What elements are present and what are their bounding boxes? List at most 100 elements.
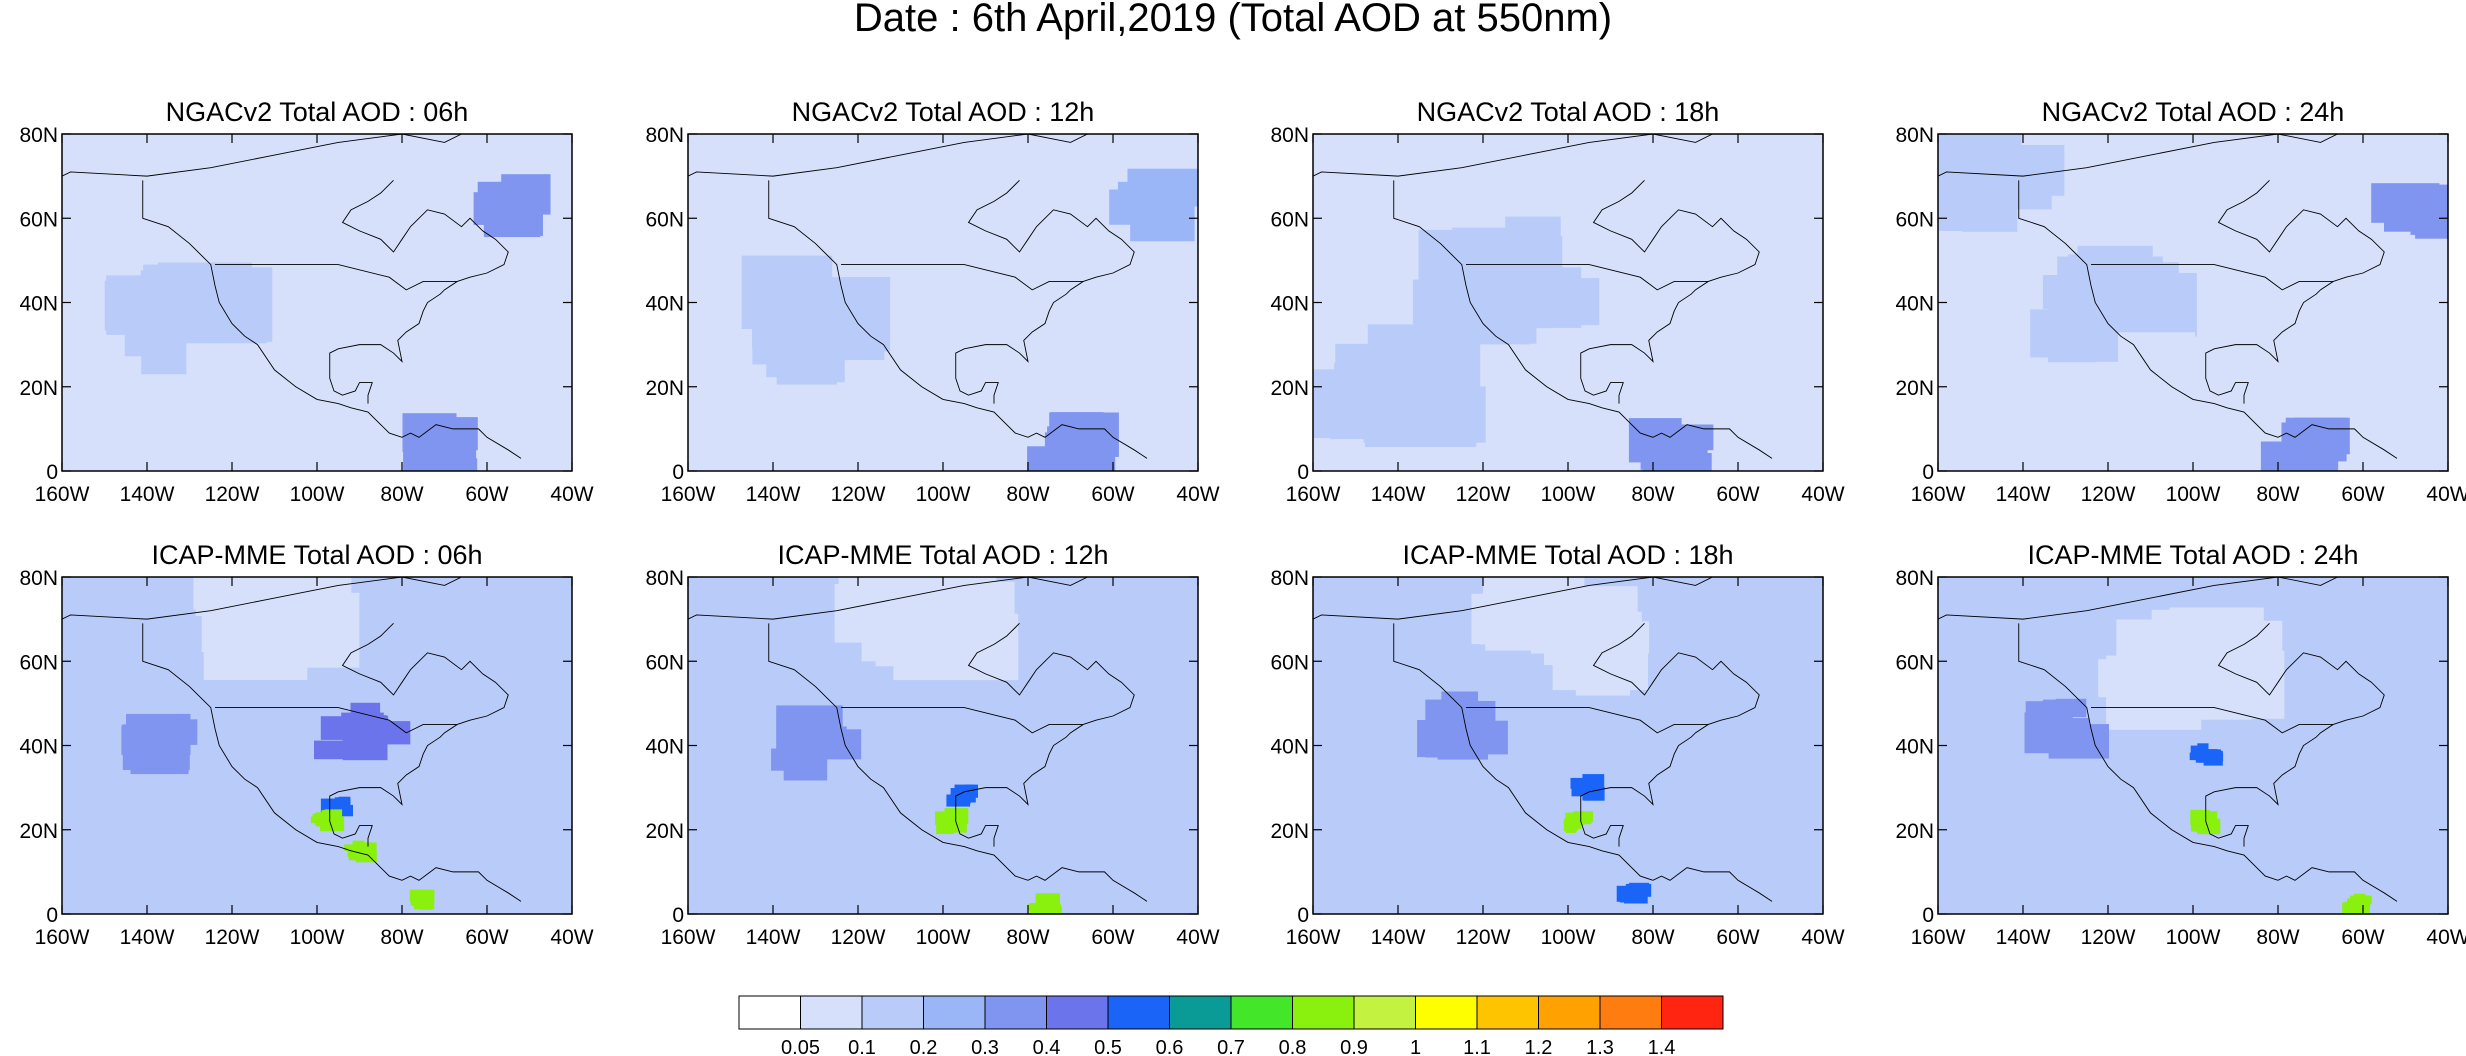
lon-tick-label: 80W (380, 926, 423, 949)
aod-cell (787, 728, 826, 767)
lon-tick-label: 60W (2341, 926, 2384, 949)
aod-blob (2260, 417, 2350, 471)
aod-field (1313, 134, 1823, 471)
aod-cell (208, 403, 297, 447)
aod-blob (834, 577, 1019, 681)
lon-tick-label: 140W (1371, 483, 1426, 506)
lat-tick-label: 40N (1270, 293, 1309, 316)
aod-blob (741, 255, 891, 385)
lon-tick-label: 120W (831, 483, 886, 506)
lat-tick-label: 0 (46, 461, 58, 484)
lon-tick-label: 80W (2256, 926, 2299, 949)
colorbar-label: 0.4 (1033, 1037, 1061, 1056)
aod-blob (1313, 324, 1486, 448)
lon-tick-label: 40W (1176, 483, 1219, 506)
aod-cell (2384, 206, 2448, 232)
aod-cell (953, 792, 966, 803)
colorbar-box (861, 995, 924, 1030)
aod-blob (473, 174, 551, 238)
aod-cell (1028, 903, 1049, 911)
lat-tick-label: 40N (1895, 293, 1934, 316)
lon-tick-label: 100W (2166, 926, 2221, 949)
lon-tick-label: 80W (380, 483, 423, 506)
panel-title: NGACv2 Total AOD : 06h (166, 97, 469, 127)
aod-cell (1120, 329, 1169, 375)
lon-tick-label: 100W (916, 483, 971, 506)
aod-cell (314, 740, 382, 760)
coastline (1904, 569, 2397, 902)
aod-cell (2106, 655, 2202, 730)
aod-blob (771, 705, 862, 781)
lat-tick-label: 80N (645, 124, 684, 147)
aod-blob (1028, 893, 1062, 914)
aod-field (1938, 134, 2448, 471)
aod-blob (946, 784, 978, 807)
panel-title: ICAP-MME Total AOD : 12h (777, 540, 1108, 570)
lon-tick-label: 160W (1286, 926, 1341, 949)
lat-tick-label: 40N (19, 293, 58, 316)
colorbar-label: 0.8 (1279, 1037, 1307, 1056)
lon-tick-label: 40W (2426, 483, 2466, 506)
aod-blob (235, 156, 408, 276)
colorbar-box (923, 995, 986, 1030)
map-panel: ICAP-MME Total AOD : 12h 80N 60N 40N 20N 0160… (645, 540, 1219, 949)
lat-tick-label: 80N (19, 124, 58, 147)
colorbar-box (1046, 995, 1109, 1030)
aod-cell (1027, 446, 1087, 471)
colorbar-label: 1.1 (1463, 1037, 1491, 1056)
lat-tick-label: 0 (672, 904, 684, 927)
colorbar-label: 1 (1410, 1037, 1421, 1056)
lat-tick-label: 80N (1895, 567, 1934, 590)
aod-cell (1571, 788, 1594, 797)
coastline (654, 126, 1147, 459)
lon-tick-label: 120W (1456, 926, 1511, 949)
aod-cell (1363, 386, 1486, 443)
aod-blob (193, 577, 360, 680)
lon-tick-label: 40W (1176, 926, 1219, 949)
lon-tick-label: 160W (661, 483, 716, 506)
aod-cell (1083, 275, 1149, 326)
aod-field (1313, 577, 1823, 914)
lon-tick-label: 160W (1911, 483, 1966, 506)
aod-blob (104, 262, 273, 375)
aod-cell (1619, 893, 1635, 903)
lon-tick-label: 80W (1631, 483, 1674, 506)
lat-tick-label: 20N (19, 377, 58, 400)
aod-cell (409, 889, 435, 902)
aod-cell (1129, 173, 1164, 204)
lon-tick-label: 140W (746, 483, 801, 506)
lon-tick-label: 140W (746, 926, 801, 949)
lat-tick-label: 80N (1270, 567, 1309, 590)
colorbar-box (984, 995, 1047, 1030)
lon-tick-label: 40W (550, 483, 593, 506)
aod-cell (1425, 721, 1482, 758)
lat-tick-label: 60N (1270, 651, 1309, 674)
aod-blob (71, 140, 216, 250)
colorbar-label: 1.4 (1648, 1037, 1676, 1056)
aod-cell (1726, 330, 1807, 407)
lat-tick-label: 20N (1270, 820, 1309, 843)
lat-tick-label: 20N (1895, 377, 1934, 400)
colorbar-box (1292, 995, 1355, 1030)
panel-title: ICAP-MME Total AOD : 24h (2027, 540, 2358, 570)
lat-tick-label: 40N (645, 293, 684, 316)
panel-title: NGACv2 Total AOD : 18h (1417, 97, 1720, 127)
colorbar-label: 0.05 (781, 1037, 820, 1056)
colorbar-box (1107, 995, 1170, 1030)
map-panel: ICAP-MME Total AOD : 06h 80N 60N 40N 20N 0160… (19, 540, 593, 949)
lon-tick-label: 100W (916, 926, 971, 949)
aod-blob (744, 134, 913, 242)
lat-tick-label: 40N (1895, 736, 1934, 759)
lat-tick-label: 0 (1922, 461, 1934, 484)
colorbar-box (1661, 995, 1724, 1030)
aod-cell (347, 845, 363, 853)
aod-blob (186, 343, 376, 466)
colorbar-label: 0.1 (848, 1037, 876, 1056)
aod-cell (1041, 894, 1056, 908)
aod-blob (1616, 882, 1652, 904)
lat-tick-label: 80N (645, 567, 684, 590)
lon-tick-label: 160W (1911, 926, 1966, 949)
aod-field (1938, 577, 2448, 914)
